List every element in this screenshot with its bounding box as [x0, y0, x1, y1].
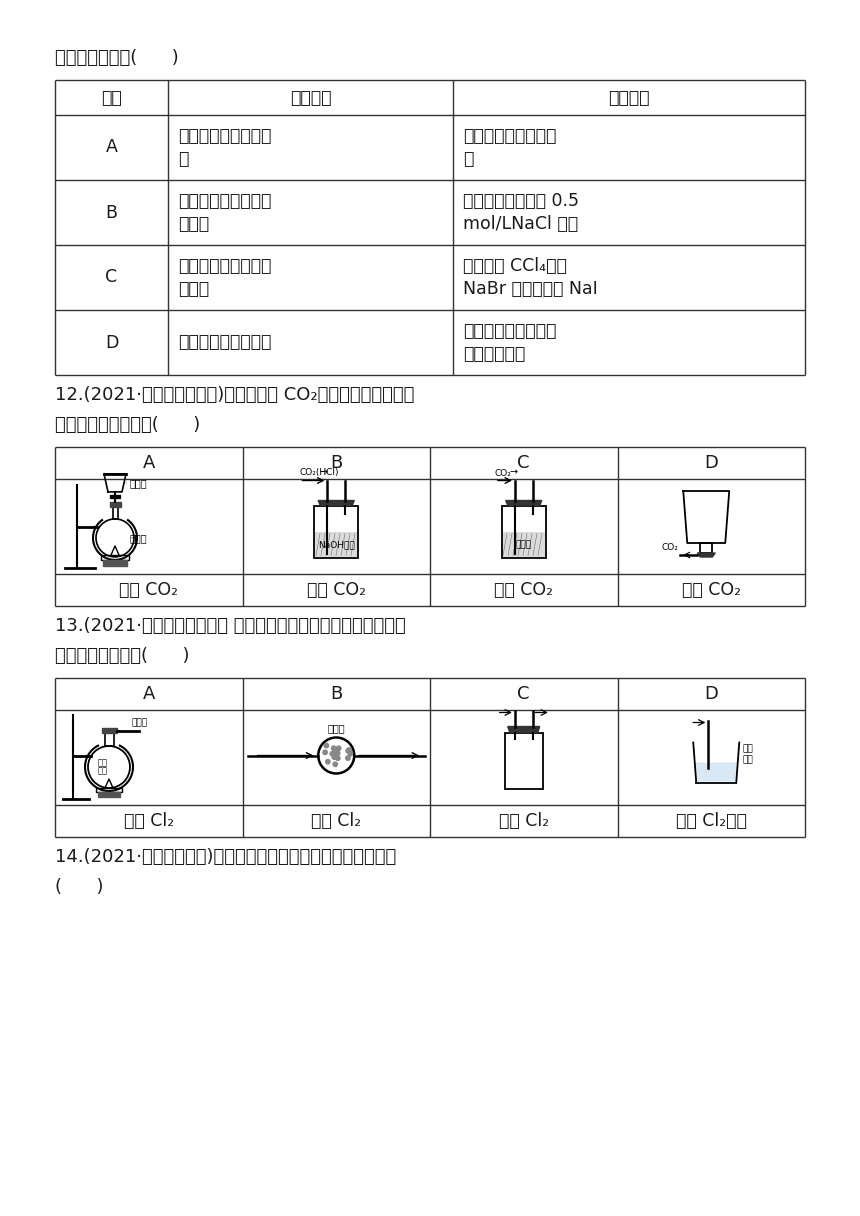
Circle shape: [346, 756, 350, 760]
Circle shape: [347, 748, 351, 753]
Text: 烧杯、胶头滴管、电: 烧杯、胶头滴管、电: [178, 192, 272, 210]
Text: 碱石灰: 碱石灰: [328, 724, 345, 733]
Text: 用溴水和 CCl₄除去: 用溴水和 CCl₄除去: [463, 257, 567, 275]
Text: 二氧: 二氧: [98, 759, 108, 767]
Text: 实验器材: 实验器材: [290, 89, 331, 107]
Text: CO₂: CO₂: [661, 544, 679, 552]
Bar: [110, 495, 120, 497]
Text: →: →: [319, 467, 328, 478]
Text: 化锰: 化锰: [98, 766, 108, 776]
Text: D: D: [704, 454, 718, 472]
Circle shape: [330, 751, 335, 756]
Text: 收集 Cl₂: 收集 Cl₂: [499, 812, 549, 831]
Text: 的少量碳酸钡: 的少量碳酸钡: [463, 345, 525, 364]
Bar: [505, 732, 543, 788]
Text: 吸收 Cl₂尾气: 吸收 Cl₂尾气: [676, 812, 746, 831]
Polygon shape: [696, 762, 737, 782]
Polygon shape: [318, 501, 354, 506]
Text: (      ): ( ): [55, 878, 103, 896]
Text: 到相应实验目的的是(      ): 到相应实验目的的是( ): [55, 416, 200, 434]
Text: 选项: 选项: [101, 89, 122, 107]
Text: 硫酸铜溶液的浓缩结: 硫酸铜溶液的浓缩结: [463, 126, 556, 145]
Circle shape: [333, 748, 337, 753]
Circle shape: [335, 750, 340, 755]
Circle shape: [326, 760, 330, 764]
Bar: [96, 788, 122, 792]
Text: 子天平: 子天平: [178, 215, 209, 233]
Text: 收集 CO₂: 收集 CO₂: [682, 581, 740, 599]
Circle shape: [336, 747, 341, 750]
Circle shape: [333, 762, 337, 766]
Text: NaOH溶液: NaOH溶液: [318, 540, 354, 548]
Bar: [101, 554, 129, 561]
Bar: [316, 531, 357, 557]
Text: A: A: [106, 139, 118, 157]
Text: 生成 Cl₂: 生成 Cl₂: [124, 812, 174, 831]
Text: 烧碱
溶液: 烧碱 溶液: [742, 744, 753, 765]
Text: 净化 CO₂: 净化 CO₂: [307, 581, 366, 599]
Text: 用固体氯化钠配制 0.5: 用固体氯化钠配制 0.5: [463, 192, 579, 210]
Text: 成相应实验的是(      ): 成相应实验的是( ): [55, 49, 179, 67]
Circle shape: [333, 755, 337, 759]
Text: CO₂(HCl): CO₂(HCl): [299, 468, 339, 478]
Text: 碳酸钙: 碳酸钙: [130, 533, 148, 542]
Circle shape: [348, 751, 353, 756]
Bar: [101, 728, 116, 733]
Text: B: B: [106, 203, 118, 221]
Text: 烧杯、玻璃棒、蒸发: 烧杯、玻璃棒、蒸发: [178, 126, 272, 145]
Text: B: B: [330, 685, 342, 703]
Text: 烧杯、玻璃棒、滤纸: 烧杯、玻璃棒、滤纸: [178, 333, 272, 351]
Bar: [105, 730, 114, 745]
Text: 液漏斗: 液漏斗: [178, 280, 209, 298]
Circle shape: [324, 743, 329, 748]
Text: 达到相应目的的是(      ): 达到相应目的的是( ): [55, 647, 189, 665]
Text: C: C: [106, 269, 118, 287]
Bar: [314, 506, 359, 557]
Text: B: B: [330, 454, 342, 472]
Bar: [501, 506, 546, 557]
Text: 皿: 皿: [178, 151, 188, 168]
Text: 13.(2021·苏锡常镇市一模） 实验室制取氯气时，下列实验装置能: 13.(2021·苏锡常镇市一模） 实验室制取氯气时，下列实验装置能: [55, 617, 406, 635]
Text: 晶: 晶: [463, 151, 473, 168]
Bar: [700, 544, 712, 553]
Text: mol/LNaCl 溶液: mol/LNaCl 溶液: [463, 215, 578, 233]
Text: 烧杯、胶头滴管、分: 烧杯、胶头滴管、分: [178, 257, 272, 275]
Circle shape: [335, 756, 340, 760]
Bar: [98, 792, 120, 796]
Bar: [503, 531, 544, 557]
Text: NaBr 溶液中少量 NaI: NaBr 溶液中少量 NaI: [463, 280, 598, 298]
Circle shape: [331, 745, 336, 750]
Bar: [103, 561, 127, 565]
Polygon shape: [507, 726, 540, 732]
Circle shape: [346, 749, 350, 753]
Text: 12.(2021·南京、盐城二模)实验室制取 CO₂时，下列装置不能达: 12.(2021·南京、盐城二模)实验室制取 CO₂时，下列装置不能达: [55, 385, 415, 404]
Text: A: A: [143, 454, 155, 472]
Circle shape: [332, 755, 336, 759]
Text: CO₂: CO₂: [495, 468, 512, 478]
Circle shape: [334, 754, 338, 758]
Polygon shape: [697, 553, 716, 557]
Text: 14.(2021·江苏七市二模)下列与硫酸相关的实验能达到目的的是: 14.(2021·江苏七市二模)下列与硫酸相关的实验能达到目的的是: [55, 848, 396, 866]
Bar: [113, 505, 118, 519]
Text: 净化 Cl₂: 净化 Cl₂: [311, 812, 361, 831]
Text: D: D: [105, 333, 118, 351]
Text: →: →: [510, 467, 518, 478]
Text: 相应实验: 相应实验: [608, 89, 650, 107]
Text: 干燥 CO₂: 干燥 CO₂: [494, 581, 553, 599]
Bar: [109, 502, 120, 507]
Circle shape: [322, 750, 328, 755]
Text: C: C: [518, 685, 530, 703]
Text: C: C: [518, 454, 530, 472]
Text: 用盐酸除去硫酸钡中: 用盐酸除去硫酸钡中: [463, 322, 556, 339]
Text: A: A: [143, 685, 155, 703]
Polygon shape: [506, 501, 542, 506]
Text: D: D: [704, 685, 718, 703]
Text: 浓盐酸: 浓盐酸: [132, 717, 148, 727]
Text: 生成 CO₂: 生成 CO₂: [120, 581, 178, 599]
Text: 浓硫酸: 浓硫酸: [516, 540, 531, 548]
Text: 稀盐酸: 稀盐酸: [130, 478, 148, 488]
Circle shape: [335, 751, 340, 756]
